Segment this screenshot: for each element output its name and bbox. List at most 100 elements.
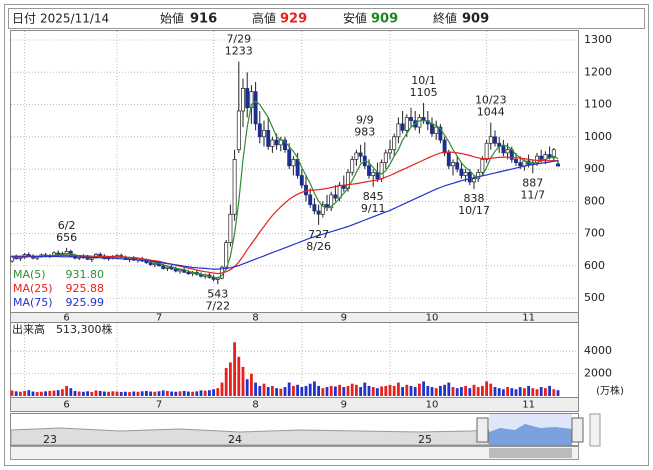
candle-body bbox=[253, 91, 258, 125]
candle-body bbox=[232, 159, 237, 215]
candle-body bbox=[64, 250, 69, 254]
volume-bar bbox=[44, 391, 47, 396]
candle-body bbox=[304, 184, 308, 196]
volume-bar bbox=[313, 381, 316, 396]
volume-bar bbox=[61, 389, 64, 396]
volume-bar bbox=[485, 381, 488, 396]
volume-bar bbox=[451, 387, 455, 396]
volume-bar bbox=[27, 390, 31, 396]
volume-current: 513,300株 bbox=[56, 322, 113, 336]
volume-bar bbox=[187, 391, 190, 396]
candle-body bbox=[451, 162, 455, 167]
navigator-label: 25 bbox=[418, 433, 432, 446]
annotation-date: 11/7 bbox=[520, 188, 545, 201]
volume-bar bbox=[510, 388, 514, 396]
volume-bar bbox=[77, 391, 81, 396]
candle-body bbox=[266, 129, 271, 147]
candle-body bbox=[371, 171, 376, 176]
volume-bar bbox=[107, 391, 110, 396]
x-tick-label: 11 bbox=[522, 400, 535, 411]
candle-body bbox=[430, 123, 434, 134]
volume-bar bbox=[195, 391, 199, 396]
annotation-date: 7/22 bbox=[205, 299, 230, 312]
legend-name: MA(5) bbox=[13, 268, 46, 281]
volume-bar bbox=[233, 342, 236, 396]
volume-bar bbox=[86, 391, 89, 396]
candle-body bbox=[551, 149, 556, 159]
volume-bar bbox=[132, 391, 136, 396]
volume-bar bbox=[275, 388, 278, 396]
axis-band bbox=[10, 397, 579, 412]
volume-bar bbox=[355, 384, 358, 396]
volume-bar bbox=[497, 388, 501, 396]
volume-bar bbox=[388, 384, 392, 396]
candle-body bbox=[488, 136, 493, 144]
volume-bar bbox=[103, 391, 106, 396]
volume-bar bbox=[556, 390, 560, 396]
volume-bar bbox=[401, 387, 404, 396]
volume-bar bbox=[266, 387, 270, 396]
candle-body bbox=[434, 126, 439, 134]
volume-bar bbox=[224, 368, 228, 396]
candle-body bbox=[467, 171, 472, 183]
y-tick-label: 900 bbox=[584, 162, 605, 175]
volume-bar bbox=[409, 385, 413, 396]
candle-body bbox=[514, 159, 518, 163]
volume-bar bbox=[174, 391, 178, 396]
annotation-date: 7/29 bbox=[226, 33, 251, 46]
scrollbar[interactable] bbox=[10, 446, 579, 460]
candle-body bbox=[152, 262, 157, 265]
volume-bar bbox=[19, 391, 22, 396]
x-tick-label: 9 bbox=[341, 400, 347, 411]
volume-bar bbox=[69, 388, 73, 396]
candle-body bbox=[245, 88, 250, 109]
volume-bar bbox=[329, 385, 333, 396]
navigator-label: 23 bbox=[43, 433, 57, 446]
close-value: 909 bbox=[462, 12, 489, 27]
volume-bar bbox=[250, 373, 253, 396]
volume-bar bbox=[182, 390, 186, 396]
navigator-handle[interactable] bbox=[476, 417, 489, 443]
legend-value: 925.99 bbox=[66, 296, 105, 309]
legend-value: 925.88 bbox=[66, 282, 105, 295]
volume-bar bbox=[304, 385, 308, 396]
nav-button[interactable] bbox=[589, 413, 601, 447]
candle-body bbox=[316, 210, 321, 215]
open-label: 始値 bbox=[160, 11, 184, 26]
volume-bar bbox=[48, 390, 52, 396]
volume-bar bbox=[149, 391, 152, 396]
volume-bar bbox=[98, 390, 102, 396]
candle-body bbox=[295, 159, 300, 176]
volume-bar bbox=[166, 390, 169, 396]
volume-bar bbox=[359, 387, 362, 396]
volume-bar bbox=[439, 385, 442, 396]
volume-bar bbox=[544, 388, 547, 396]
y-tick-label: 1100 bbox=[584, 98, 612, 111]
volume-bar bbox=[254, 382, 257, 396]
volume-bar bbox=[413, 387, 417, 396]
y-tick-label: 1000 bbox=[584, 130, 612, 143]
candle-body bbox=[287, 149, 292, 167]
candle-body bbox=[459, 168, 464, 176]
candle-body bbox=[392, 136, 397, 151]
candle-body bbox=[165, 266, 170, 269]
volume-bar bbox=[271, 385, 274, 396]
navigator-handle[interactable] bbox=[571, 417, 584, 443]
y-tick-label: 1200 bbox=[584, 65, 612, 78]
candle-body bbox=[283, 139, 287, 151]
candle-body bbox=[379, 162, 384, 180]
volume-bar bbox=[124, 391, 127, 396]
volume-bar bbox=[300, 387, 304, 396]
volume-bar bbox=[392, 385, 396, 396]
volume-bar bbox=[191, 391, 194, 396]
high-value: 929 bbox=[280, 12, 307, 27]
candle-body bbox=[257, 123, 262, 138]
scroll-thumb[interactable] bbox=[489, 448, 572, 458]
annotation-date: 6/2 bbox=[58, 219, 76, 232]
volume-bar bbox=[539, 387, 543, 396]
candle-body bbox=[505, 149, 510, 154]
candle-body bbox=[493, 136, 497, 144]
candle-body bbox=[501, 146, 506, 154]
volume-bar bbox=[514, 389, 518, 396]
